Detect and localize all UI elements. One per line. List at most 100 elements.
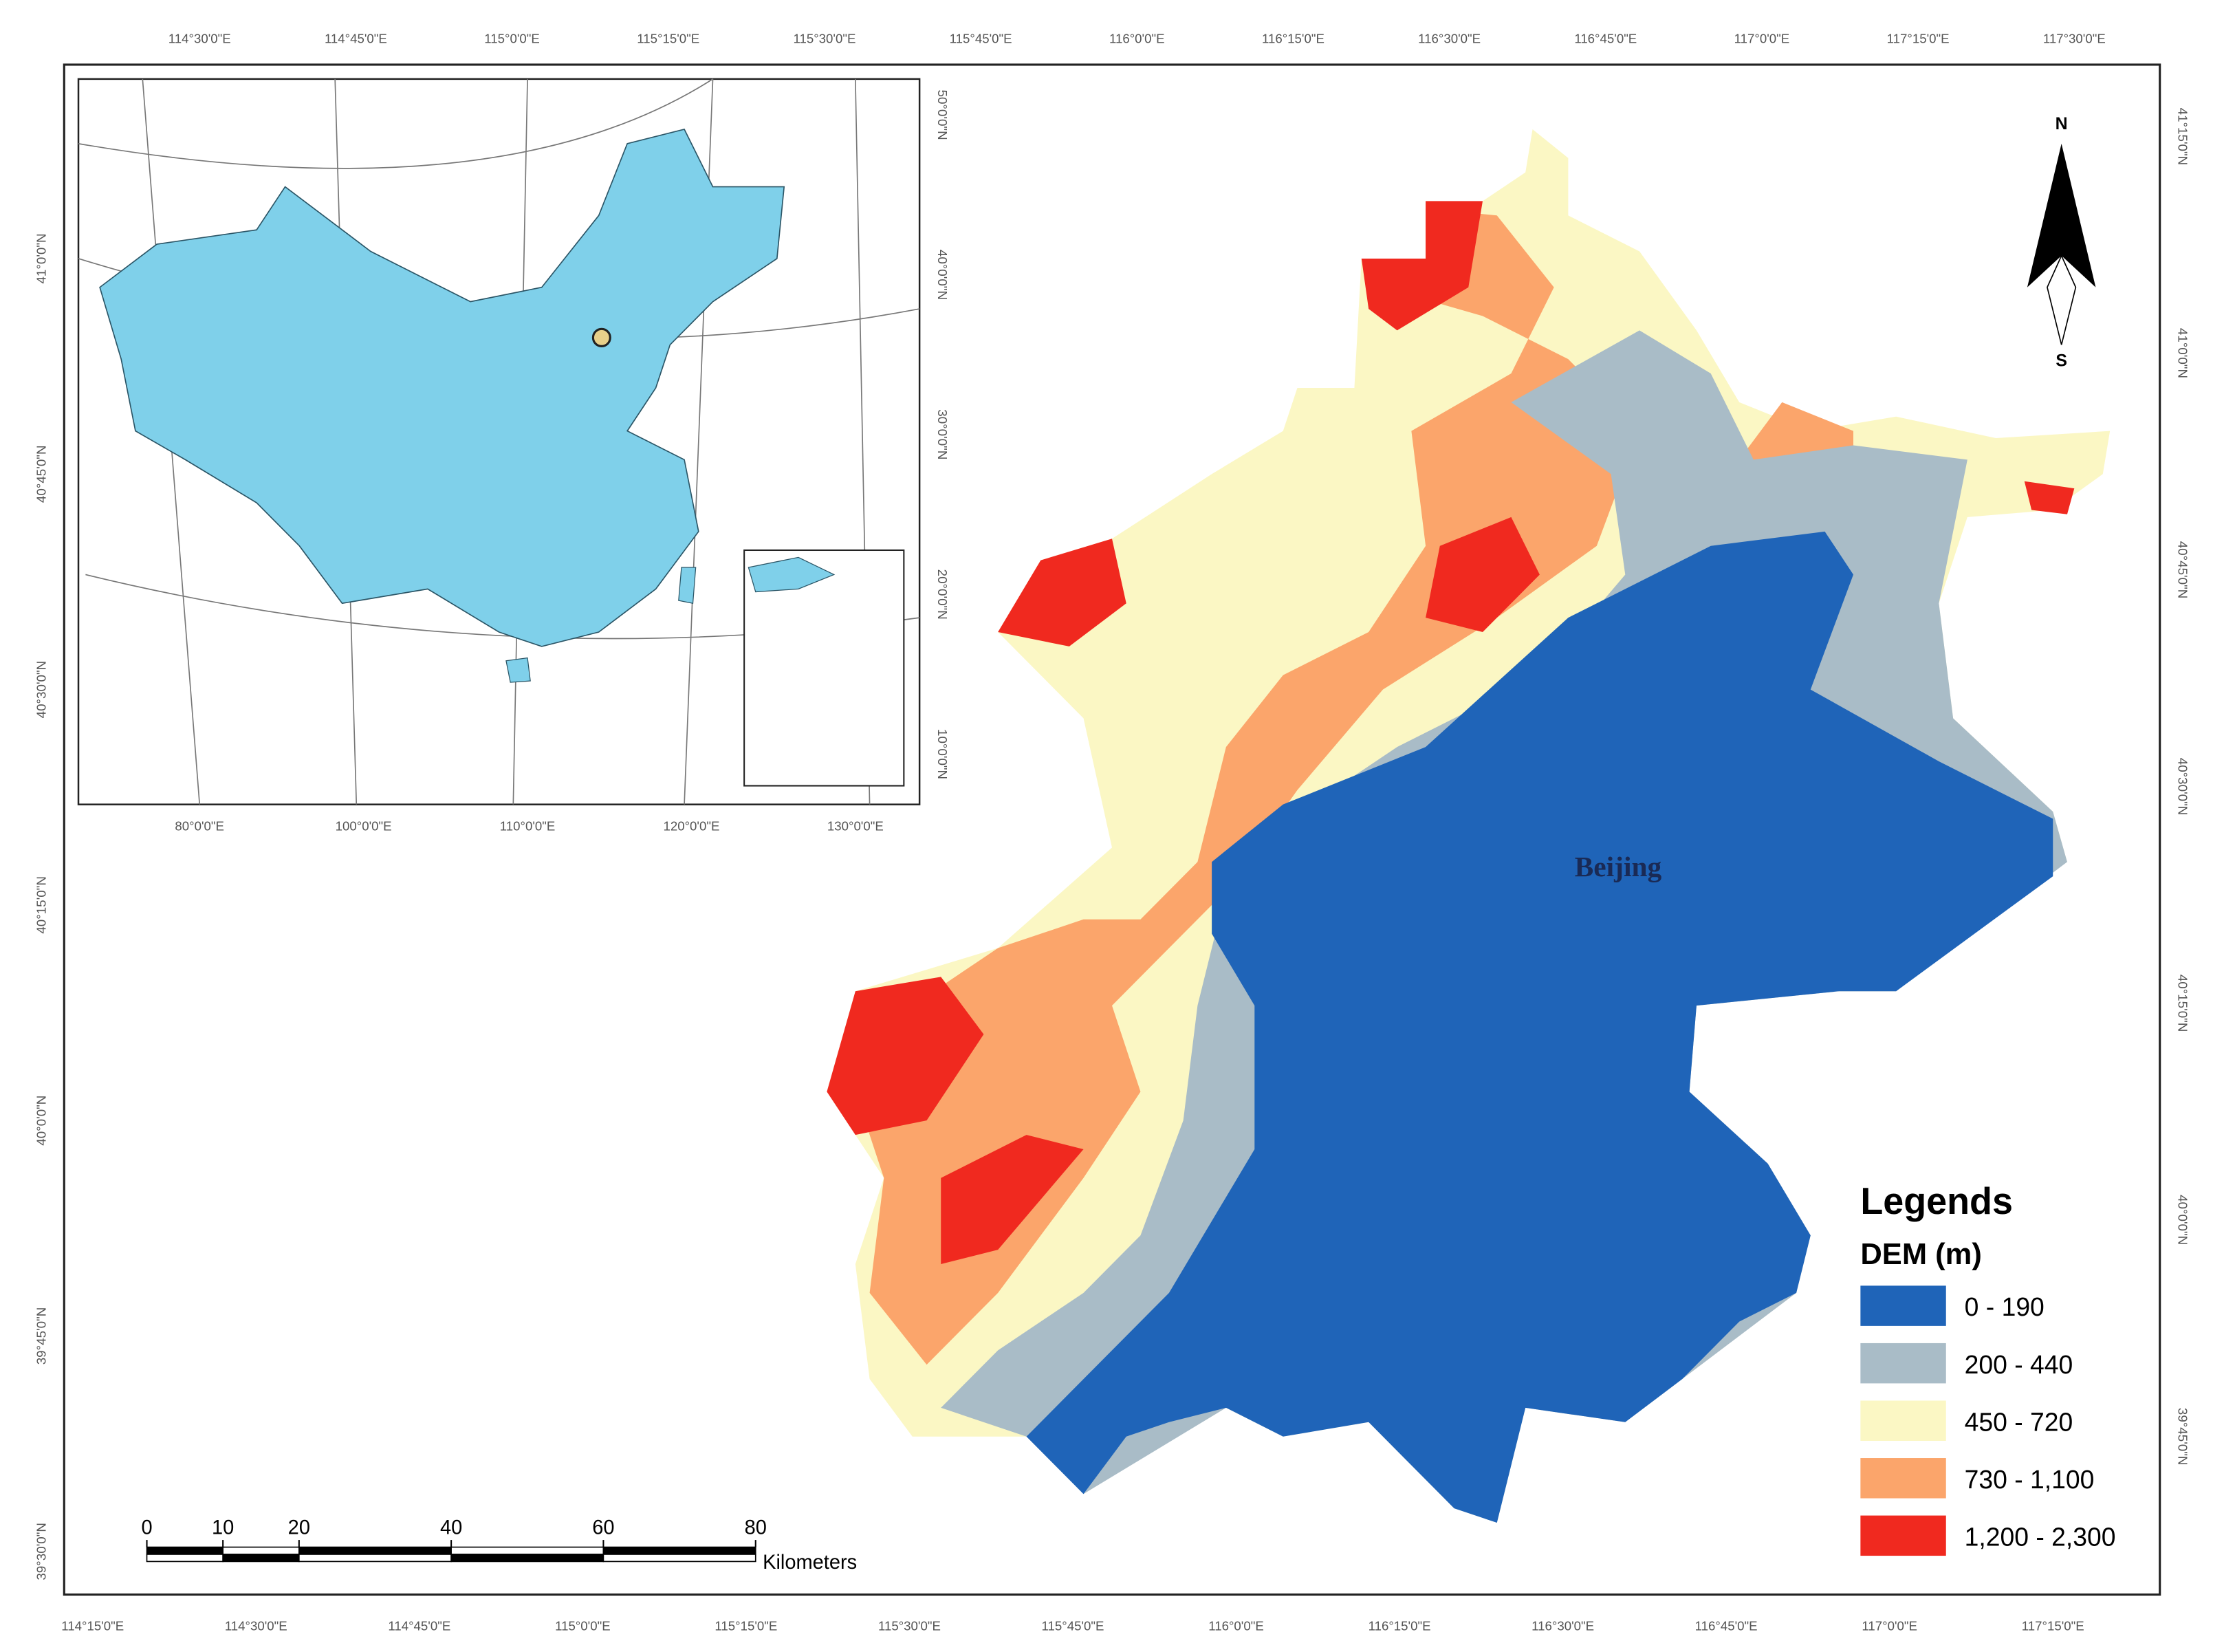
frame-label-right: 40°0'0"N [2176, 1195, 2190, 1245]
frame-label-right: 40°45'0"N [2176, 541, 2190, 599]
scale-segment [450, 1554, 604, 1563]
frame-label-bottom: 116°0'0"E [1208, 1619, 1264, 1633]
frame-label-bottom: 117°0'0"E [1862, 1619, 1917, 1633]
frame-label-bottom: 117°15'0"E [2022, 1619, 2084, 1633]
scale-segment [450, 1546, 604, 1555]
frame-label-bottom: 114°30'0"E [225, 1619, 287, 1633]
south-sea-coast [748, 556, 836, 593]
legend-swatch [1860, 1400, 1946, 1441]
frame-label-top: 117°15'0"E [1887, 32, 1950, 46]
scale-segment [602, 1546, 756, 1555]
frame-label-left: 40°0'0"N [34, 1096, 48, 1146]
frame-label-top: 116°0'0"E [1109, 32, 1165, 46]
dem-map: Beijing [827, 129, 2111, 1523]
frame-label-top: 114°30'0"E [168, 32, 231, 46]
legend-label: 1,200 - 2,300 [1965, 1522, 2116, 1551]
inset-label-right: 40°0'0"N [935, 250, 950, 300]
scale-tick-label: 80 [745, 1517, 767, 1539]
inset-label-right: 50°0'0"N [935, 90, 950, 140]
frame-label-bottom: 116°45'0"E [1695, 1619, 1758, 1633]
china-shape [99, 129, 785, 647]
scale-segment [222, 1554, 300, 1563]
scale-segment [298, 1554, 452, 1563]
scale-tick-label: 20 [288, 1517, 310, 1539]
inset-labels: 80°0'0"E 100°0'0"E 110°0'0"E 120°0'0"E 130°0… [175, 90, 950, 834]
frame-label-bottom: 116°15'0"E [1369, 1619, 1431, 1633]
frame-labels: 114°30'0"E 114°45'0"E 115°0'0"E 115°15'0"E 1… [34, 32, 2190, 1633]
frame-label-bottom: 114°15'0"E [61, 1619, 124, 1633]
arrow-north [2027, 143, 2096, 287]
legend-subtitle: DEM (m) [1860, 1237, 1982, 1271]
scale-bar: 0 10 20 40 60 80 Kilometers [141, 1517, 857, 1574]
frame-label-bottom: 115°15'0"E [715, 1619, 777, 1633]
beijing-locator [591, 327, 611, 347]
legend-swatch [1860, 1515, 1946, 1556]
frame-label-top: 116°45'0"E [1574, 32, 1637, 46]
dem-zone [1361, 201, 1483, 331]
inset-label-right: 30°0'0"N [935, 409, 950, 459]
frame-label-top: 114°45'0"E [325, 32, 387, 46]
frame-label-bottom: 116°30'0"E [1531, 1619, 1594, 1633]
taiwan [678, 567, 697, 605]
inset-label-bottom: 110°0'0"E [500, 818, 556, 833]
south-label: S [2056, 351, 2067, 371]
frame-label-left: 40°30'0"N [34, 661, 48, 719]
scale-segment [298, 1546, 452, 1555]
frame-label-top: 115°45'0"E [950, 32, 1012, 46]
inset-label-bottom: 120°0'0"E [663, 818, 719, 833]
arrow-south [2047, 254, 2077, 345]
legend-label: 450 - 720 [1965, 1407, 2073, 1436]
dem-zone [941, 1135, 1084, 1265]
legend-swatch [1860, 1343, 1946, 1384]
inset-label-bottom: 100°0'0"E [336, 818, 392, 833]
frame-label-top: 117°0'0"E [1734, 32, 1790, 46]
inset-label-right: 10°0'0"N [935, 729, 950, 779]
frame-label-left: 40°15'0"N [34, 876, 48, 934]
dem-zone [855, 208, 1640, 1365]
legend-label: 730 - 1,100 [1965, 1465, 2095, 1494]
dem-zone [827, 977, 984, 1135]
legend-swatch [1860, 1458, 1946, 1499]
legend-label: 0 - 190 [1965, 1292, 2045, 1321]
north-label: N [2056, 114, 2068, 133]
frame-label-bottom: 115°0'0"E [555, 1619, 611, 1633]
frame-label-left: 40°45'0"N [34, 445, 48, 503]
frame-label-right: 40°15'0"N [2176, 975, 2190, 1032]
north-arrow: N S [2027, 114, 2096, 371]
inset-label-bottom: 130°0'0"E [827, 818, 884, 833]
scale-tick-label: 40 [440, 1517, 462, 1539]
frame-label-top: 115°15'0"E [637, 32, 699, 46]
frame-label-bottom: 115°30'0"E [878, 1619, 941, 1633]
frame-label-left: 39°45'0"N [34, 1307, 48, 1365]
legend: Legends DEM (m) 0 - 190 200 - 440 450 - 72… [1860, 1181, 2116, 1556]
frame-label-top: 116°15'0"E [1262, 32, 1324, 46]
hainan [505, 657, 531, 683]
scale-unit: Kilometers [763, 1552, 857, 1574]
legend-swatch [1860, 1285, 1946, 1326]
inset-label-bottom: 80°0'0"E [175, 818, 224, 833]
scale-segment [222, 1546, 300, 1555]
dem-zone [998, 539, 1126, 646]
scale-segment [146, 1554, 224, 1563]
dem-zone [1026, 531, 2053, 1523]
legend-label: 200 - 440 [1965, 1350, 2073, 1379]
frame-label-right: 41°0'0"N [2176, 328, 2190, 378]
inset-label-right: 20°0'0"N [935, 569, 950, 620]
frame-label-top: 117°30'0"E [2043, 32, 2106, 46]
frame-label-top: 115°0'0"E [484, 32, 540, 46]
frame-label-left: 41°0'0"N [34, 233, 48, 283]
frame-label-bottom: 114°45'0"E [388, 1619, 450, 1633]
scale-segment [602, 1554, 756, 1563]
frame-label-left: 39°30'0"N [34, 1523, 48, 1580]
frame-label-right: 40°30'0"N [2176, 758, 2190, 816]
frame-label-right: 39°45'0"N [2176, 1408, 2190, 1466]
frame-label-top: 116°30'0"E [1418, 32, 1481, 46]
frame-label-right: 41°15'0"N [2176, 108, 2190, 166]
frame-label-bottom: 115°45'0"E [1042, 1619, 1104, 1633]
scale-tick-label: 0 [141, 1517, 152, 1539]
inset-map: 80°0'0"E 100°0'0"E 110°0'0"E 120°0'0"E 130°0… [77, 78, 950, 834]
scale-segment [146, 1546, 224, 1555]
legend-title: Legends [1860, 1181, 2013, 1222]
dem-zone [1426, 517, 1540, 633]
